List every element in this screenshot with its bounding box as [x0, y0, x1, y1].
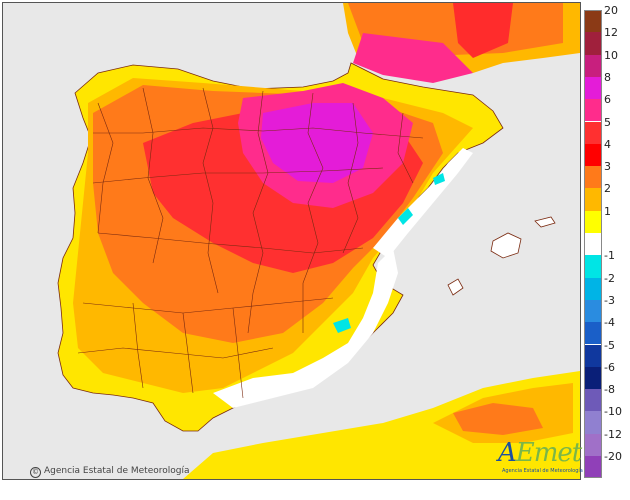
logo-letters-emet: Emet [515, 438, 582, 468]
legend-label: -4 [604, 316, 615, 330]
menorca [534, 216, 556, 228]
legend-label: -3 [604, 293, 615, 307]
legend-label: -5 [604, 338, 615, 352]
zone-purple [261, 103, 373, 183]
legend-swatch [584, 366, 602, 390]
copyright-label: Agencia Estatal de Meteorología [44, 466, 190, 476]
legend-label: -10 [604, 405, 622, 419]
legend-swatch [584, 10, 602, 33]
legend-swatch [584, 76, 602, 100]
legend-label: -20 [604, 450, 622, 463]
legend-label: -1 [604, 249, 615, 263]
france-red [453, 3, 513, 58]
legend-label: 1 [604, 204, 611, 218]
legend-swatch [584, 99, 602, 122]
legend-label: -8 [604, 383, 615, 397]
logo-letter-a: A [498, 438, 517, 468]
legend-label: 6 [604, 93, 611, 107]
legend-outline [584, 10, 602, 479]
legend-swatch [584, 389, 602, 412]
map-canvas [3, 3, 580, 479]
anomaly-map [2, 2, 581, 480]
legend-swatch [584, 344, 602, 367]
logo-subtitle: Agencia Estatal de Meteorología [502, 468, 583, 474]
mallorca [490, 232, 522, 259]
zone-white-south [213, 248, 398, 408]
aemet-logo: AEmet Agencia Estatal de Meteorología [492, 438, 583, 476]
africa-dark [453, 403, 543, 435]
cyan-patch-1 [398, 208, 413, 225]
province-borders [77, 87, 424, 399]
legend-swatch [584, 299, 602, 323]
legend-label: 2 [604, 182, 611, 196]
legend-swatch [584, 210, 602, 233]
copyright-icon: © [30, 467, 41, 478]
legend-swatch [584, 233, 602, 256]
legend-label: -6 [604, 360, 615, 374]
legend-swatch [584, 54, 602, 77]
legend-swatch [584, 143, 602, 167]
legend-label: 4 [604, 137, 611, 151]
legend-swatch [584, 121, 602, 144]
logo-wordmark: AEmet [498, 438, 582, 468]
legend-label: 5 [604, 115, 611, 129]
legend-label: 3 [604, 160, 611, 174]
legend-swatch [584, 188, 602, 211]
legend-swatch [584, 277, 602, 300]
africa-land [183, 371, 580, 479]
legend-swatch [584, 433, 602, 456]
legend-label: 10 [604, 48, 618, 62]
legend-label: 20 [604, 4, 618, 17]
color-legend: 20 12 10 8 6 5 4 3 2 1 -1 -2 -3 -4 -5 -6 -8 -10 -12 -20 [584, 5, 630, 480]
legend-label: -12 [604, 427, 622, 441]
legend-label: 12 [604, 26, 618, 40]
legend-swatch [584, 255, 602, 278]
legend-swatch [584, 32, 602, 55]
copyright-text: © Agencia Estatal de Meteorología [30, 466, 190, 478]
cyan-patch-2 [333, 318, 351, 333]
ibiza [447, 278, 464, 296]
france-pink [353, 33, 473, 83]
legend-label: -2 [604, 271, 615, 285]
legend-swatch [584, 411, 602, 434]
legend-label: 8 [604, 70, 611, 84]
cyan-patch-3 [433, 173, 445, 185]
legend-swatch [584, 322, 602, 345]
legend-swatch [584, 456, 602, 479]
zone-white-east [373, 148, 473, 258]
legend-swatch [584, 166, 602, 189]
